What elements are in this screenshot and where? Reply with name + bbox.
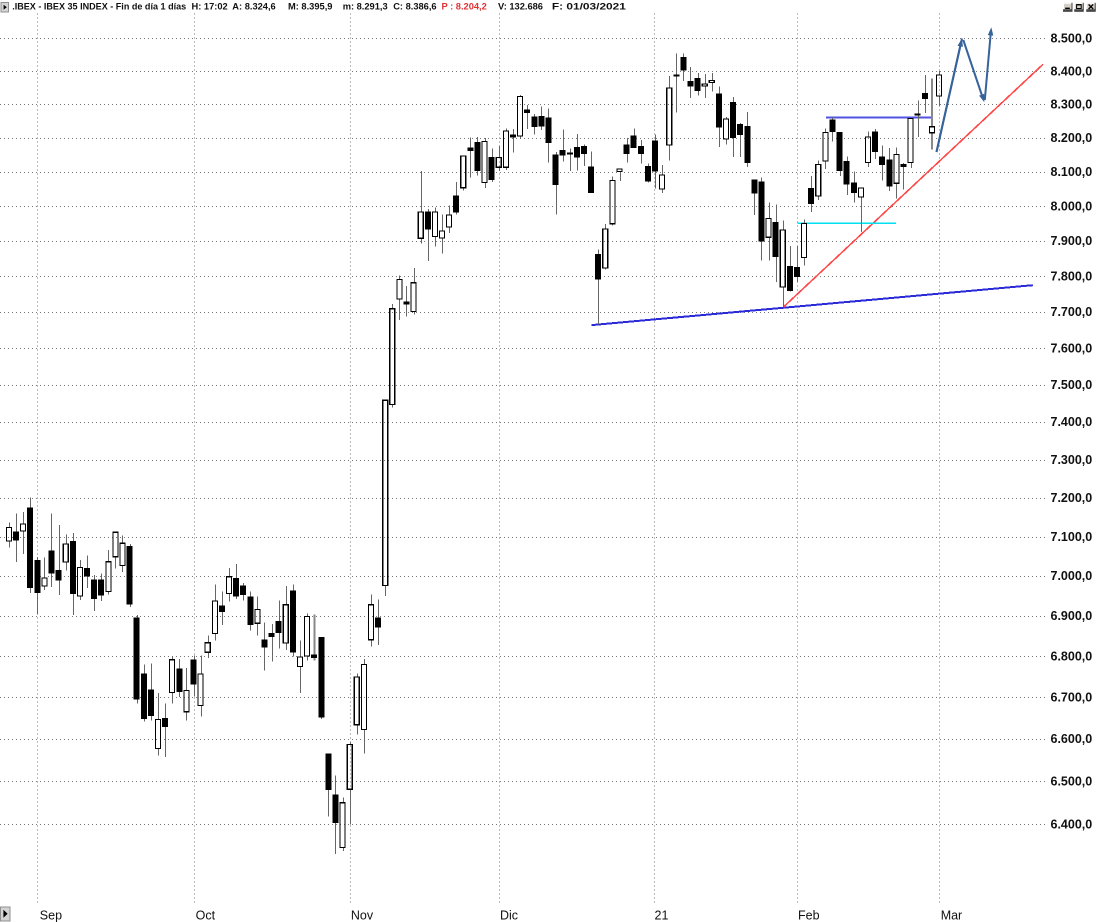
svg-text:8.200,0: 8.200,0	[1051, 131, 1093, 145]
svg-text:.IBEX - IBEX 35 INDEX - Fin de: .IBEX - IBEX 35 INDEX - Fin de día 1 día…	[12, 2, 186, 12]
svg-text:7.300,0: 7.300,0	[1051, 453, 1093, 467]
svg-text:8.500,0: 8.500,0	[1051, 32, 1093, 46]
svg-text:7.900,0: 7.900,0	[1051, 234, 1093, 248]
svg-text:8.400,0: 8.400,0	[1051, 64, 1093, 78]
svg-text:V: 132.686: V: 132.686	[498, 2, 543, 12]
svg-text:6.700,0: 6.700,0	[1051, 690, 1093, 704]
svg-text:6.500,0: 6.500,0	[1051, 774, 1093, 788]
svg-text:7.000,0: 7.000,0	[1051, 569, 1093, 583]
svg-text:Sep: Sep	[40, 909, 62, 922]
svg-text:7.700,0: 7.700,0	[1051, 305, 1093, 319]
svg-text:Mar: Mar	[941, 909, 963, 922]
svg-text:7.200,0: 7.200,0	[1051, 491, 1093, 505]
svg-text:7.800,0: 7.800,0	[1051, 270, 1093, 284]
svg-text:C: 8.386,6: C: 8.386,6	[393, 2, 436, 12]
svg-text:m: 8.291,3: m: 8.291,3	[343, 2, 388, 12]
svg-text:6.600,0: 6.600,0	[1051, 732, 1093, 746]
svg-text:7.600,0: 7.600,0	[1051, 341, 1093, 355]
svg-text:6.900,0: 6.900,0	[1051, 609, 1093, 623]
svg-text:A: 8.324,6: A: 8.324,6	[232, 2, 275, 12]
svg-text:7.100,0: 7.100,0	[1051, 530, 1093, 544]
svg-text:Nov: Nov	[351, 909, 374, 922]
svg-text:Feb: Feb	[798, 909, 820, 922]
svg-text:6.800,0: 6.800,0	[1051, 649, 1093, 663]
svg-text:7.400,0: 7.400,0	[1051, 415, 1093, 429]
svg-text:7.500,0: 7.500,0	[1051, 378, 1093, 392]
svg-text:P : 8.204,2: P : 8.204,2	[442, 2, 487, 12]
svg-text:8.100,0: 8.100,0	[1051, 165, 1093, 179]
svg-text:6.400,0: 6.400,0	[1051, 817, 1093, 831]
svg-text:Oct: Oct	[196, 909, 216, 922]
svg-text:H: 17:02: H: 17:02	[192, 2, 228, 12]
svg-text:F: 01/03/2021: F: 01/03/2021	[552, 2, 626, 12]
svg-text:Dic: Dic	[500, 909, 518, 922]
svg-text:8.000,0: 8.000,0	[1051, 199, 1093, 213]
svg-text:8.300,0: 8.300,0	[1051, 97, 1093, 111]
svg-text:21: 21	[655, 909, 669, 922]
svg-text:M: 8.395,9: M: 8.395,9	[288, 2, 332, 12]
